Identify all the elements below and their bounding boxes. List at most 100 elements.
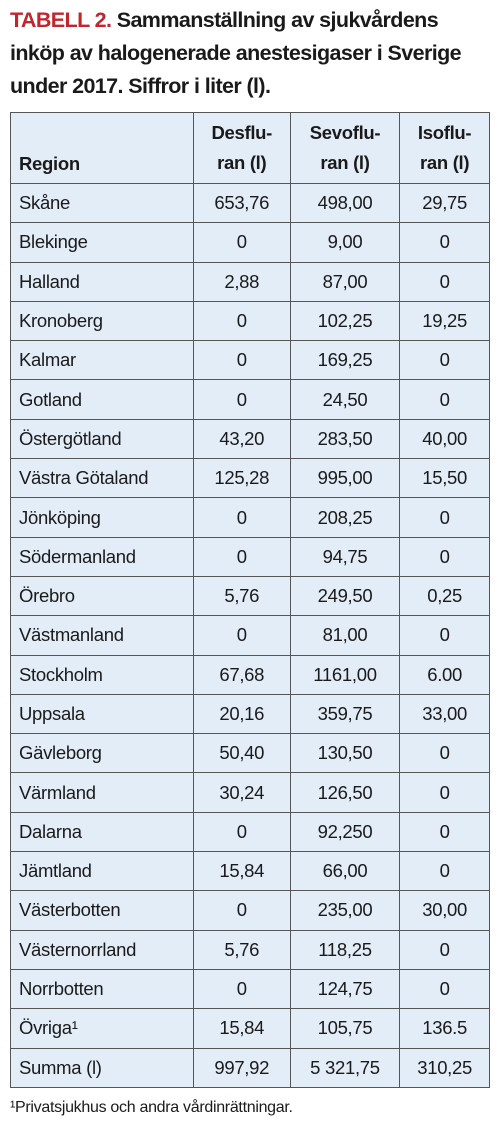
value-cell: 9,00: [289, 222, 401, 263]
value-cell: 0: [192, 968, 291, 1010]
table-row: Kalmar 0 169,25 0: [10, 340, 490, 381]
value-cell: 0: [399, 222, 490, 263]
value-cell: 50,40: [192, 733, 291, 774]
value-cell: 0: [399, 772, 490, 813]
region-cell: Jönköping: [10, 497, 194, 538]
value-cell: 24,50: [289, 379, 401, 420]
value-cell: 92,250: [289, 811, 401, 853]
value-cell: 43,20: [192, 418, 291, 460]
table-row: Halland 2,88 87,00 0: [10, 261, 490, 302]
header-line: ran (l): [320, 152, 370, 173]
table-row: Norrbotten 0 124,75 0: [10, 968, 490, 1010]
header-line: ran (l): [217, 152, 267, 173]
table-row: Västra Götaland 125,28 995,00 15,50: [10, 458, 490, 499]
table-row: Gävleborg 50,40 130,50 0: [10, 733, 490, 774]
value-cell: 653,76: [192, 182, 291, 224]
region-cell: Örebro: [10, 575, 194, 617]
value-cell: 249,50: [289, 575, 401, 617]
value-cell: 19,25: [399, 300, 490, 342]
value-cell: 0: [192, 497, 291, 538]
column-header: Sevoflu-ran (l): [289, 112, 401, 184]
table-row: Jönköping 0 208,25 0: [10, 497, 490, 538]
value-cell: 995,00: [289, 458, 401, 499]
column-header: Desflu-ran (l): [192, 112, 291, 184]
value-cell: 283,50: [289, 418, 401, 460]
value-cell: 0: [192, 222, 291, 263]
region-cell: Östergötland: [10, 418, 194, 460]
value-cell: 0: [399, 379, 490, 420]
value-cell: 66,00: [289, 851, 401, 892]
value-cell: 498,00: [289, 182, 401, 224]
value-cell: 169,25: [289, 340, 401, 381]
value-cell: 0: [192, 890, 291, 931]
region-cell: Västmanland: [10, 615, 194, 656]
value-cell: 1161,00: [289, 654, 401, 695]
region-cell: Kronoberg: [10, 300, 194, 342]
value-cell: 126,50: [289, 772, 401, 813]
value-cell: 81,00: [289, 615, 401, 656]
table-row: Dalarna 0 92,250 0: [10, 811, 490, 853]
value-cell: 118,25: [289, 929, 401, 970]
value-cell: 125,28: [192, 458, 291, 499]
table-title: TABELL 2. Sammanställning av sjukvårdens…: [10, 4, 494, 103]
value-cell: 0: [399, 811, 490, 853]
region-cell: Gotland: [10, 379, 194, 420]
region-cell: Skåne: [10, 182, 194, 224]
value-cell: 0: [399, 340, 490, 381]
value-cell: 5 321,75: [289, 1047, 401, 1088]
table-body: Skåne 653,76 498,00 29,75 Blekinge 0 9,00 0 Hall…: [10, 182, 490, 1088]
value-cell: 20,16: [192, 693, 291, 735]
region-cell: Västra Götaland: [10, 458, 194, 499]
region-cell: Summa (l): [10, 1047, 194, 1088]
value-cell: 15,50: [399, 458, 490, 499]
value-cell: 0: [192, 615, 291, 656]
value-cell: 29,75: [399, 182, 490, 224]
table-row: Västernorrland 5,76 118,25 0: [10, 929, 490, 970]
value-cell: 359,75: [289, 693, 401, 735]
table-row: Västmanland 0 81,00 0: [10, 615, 490, 656]
table-row: Kronoberg 0 102,25 19,25: [10, 300, 490, 342]
value-cell: 0: [192, 811, 291, 853]
value-cell: 124,75: [289, 968, 401, 1010]
table-row: Södermanland 0 94,75 0: [10, 536, 490, 577]
value-cell: 0: [399, 615, 490, 656]
table-row: Skåne 653,76 498,00 29,75: [10, 182, 490, 224]
value-cell: 310,25: [399, 1047, 490, 1088]
value-cell: 30,24: [192, 772, 291, 813]
region-cell: Halland: [10, 261, 194, 302]
value-cell: 5,76: [192, 929, 291, 970]
table-label: TABELL 2.: [10, 8, 112, 32]
region-cell: Stockholm: [10, 654, 194, 695]
value-cell: 0,25: [399, 575, 490, 617]
region-cell: Värmland: [10, 772, 194, 813]
region-cell: Blekinge: [10, 222, 194, 263]
table-row: Övriga¹ 15,84 105,75 136.5: [10, 1008, 490, 1049]
header-line: Region: [19, 153, 80, 174]
value-cell: 997,92: [192, 1047, 291, 1088]
table-row: Örebro 5,76 249,50 0,25: [10, 575, 490, 617]
value-cell: 208,25: [289, 497, 401, 538]
header-line: Desflu-: [211, 122, 273, 143]
value-cell: 102,25: [289, 300, 401, 342]
region-cell: Västernorrland: [10, 929, 194, 970]
footnote: ¹Privatsjukhus och andra vårdinrättninga…: [10, 1099, 293, 1116]
value-cell: 33,00: [399, 693, 490, 735]
region-cell: Övriga¹: [10, 1008, 194, 1049]
table-row: Blekinge 0 9,00 0: [10, 222, 490, 263]
value-cell: 0: [192, 300, 291, 342]
value-cell: 130,50: [289, 733, 401, 774]
value-cell: 94,75: [289, 536, 401, 577]
value-cell: 235,00: [289, 890, 401, 931]
region-cell: Gävleborg: [10, 733, 194, 774]
region-cell: Uppsala: [10, 693, 194, 735]
value-cell: 136.5: [399, 1008, 490, 1049]
table-row: Stockholm 67,68 1161,00 6.00: [10, 654, 490, 695]
value-cell: 30,00: [399, 890, 490, 931]
value-cell: 67,68: [192, 654, 291, 695]
title-text: Sammanställning av sjukvårdens inköp av …: [10, 8, 462, 98]
region-cell: Kalmar: [10, 340, 194, 381]
table-row: Uppsala 20,16 359,75 33,00: [10, 693, 490, 735]
value-cell: 87,00: [289, 261, 401, 302]
data-table: Region Desflu-ran (l) Sevoflu-ran (l) Isofl…: [10, 112, 490, 1088]
